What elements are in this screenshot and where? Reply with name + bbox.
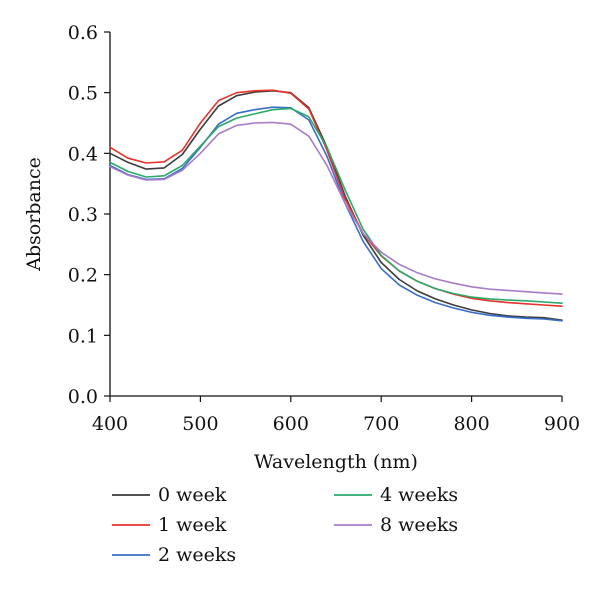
legend-item: 2 weeks	[112, 544, 236, 566]
y-tick-label: 0.1	[68, 325, 98, 347]
x-tick-label: 700	[363, 413, 399, 435]
y-tick-label: 0.2	[68, 265, 98, 287]
y-axis-ticks: 0.0 0.1 0.2 0.3 0.4 0.5 0.6	[68, 22, 110, 408]
legend-label: 4 weeks	[380, 484, 458, 506]
x-tick-label: 600	[273, 413, 309, 435]
x-tick-label: 900	[544, 413, 580, 435]
legend-label: 1 week	[158, 514, 227, 536]
y-tick-label: 0.4	[68, 143, 98, 165]
plot-area	[109, 89, 563, 322]
legend-item: 0 week	[112, 484, 227, 506]
y-axis: 0.0 0.1 0.2 0.3 0.4 0.5 0.6 Absorbance	[23, 22, 111, 408]
series-line-8-weeks	[109, 121, 563, 295]
y-tick-label: 0.6	[68, 22, 98, 44]
legend-label: 8 weeks	[380, 514, 458, 536]
y-axis-title: Absorbance	[23, 157, 45, 272]
y-tick-label: 0.3	[68, 204, 98, 226]
series-line-1-week	[109, 89, 563, 308]
legend-label: 0 week	[158, 484, 227, 506]
x-axis: 400 500 600 700 800 900 Wavelength (nm)	[92, 395, 580, 473]
legend: 0 week 1 week 2 weeks 4 weeks 8 weeks	[112, 484, 458, 566]
x-tick-label: 800	[453, 413, 489, 435]
x-axis-ticks: 400 500 600 700 800 900	[92, 396, 580, 435]
y-tick-label: 0.5	[68, 83, 98, 105]
y-tick-label: 0.0	[68, 386, 98, 408]
legend-item: 1 week	[112, 514, 227, 536]
series-line-4-weeks	[109, 107, 563, 305]
legend-item: 4 weeks	[334, 484, 458, 506]
x-tick-label: 500	[182, 413, 218, 435]
x-tick-label: 400	[92, 413, 128, 435]
series-line-0-week	[109, 90, 563, 322]
legend-label: 2 weeks	[158, 544, 236, 566]
legend-item: 8 weeks	[334, 514, 458, 536]
x-axis-title: Wavelength (nm)	[254, 451, 418, 473]
series-line-2-weeks	[109, 106, 563, 322]
